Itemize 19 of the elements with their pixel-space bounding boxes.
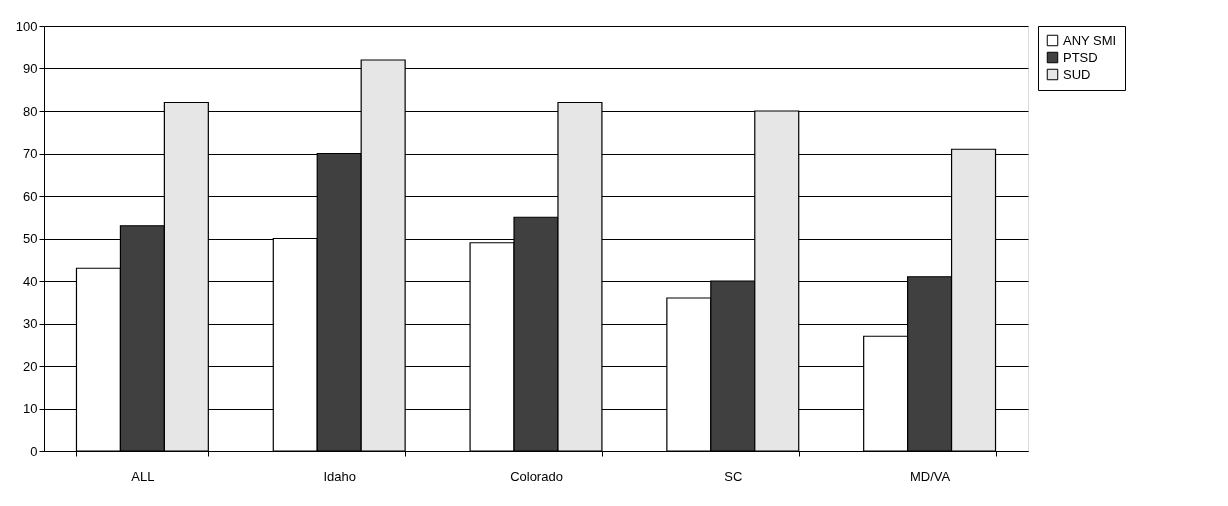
legend-label: ANY SMI: [1063, 32, 1117, 48]
x-tick-label: Idaho: [323, 468, 356, 484]
y-tick-label: 70: [23, 146, 38, 161]
y-tick-label: 20: [23, 358, 38, 374]
y-tick-label: 80: [23, 103, 38, 119]
y-tick-label: 10: [23, 401, 38, 416]
y-tick-label: 0: [30, 443, 38, 459]
y-tick-label: 90: [23, 61, 38, 76]
x-tick-label: Colorado: [510, 468, 563, 484]
x-tick-label: SC: [724, 468, 743, 484]
y-tick-label: 60: [23, 188, 38, 204]
y-tick-label: 30: [23, 316, 38, 331]
y-tick-label: 50: [23, 231, 38, 246]
x-tick-label: ALL: [131, 468, 155, 484]
legend-label: SUD: [1063, 66, 1091, 82]
legend-label: PTSD: [1063, 49, 1098, 65]
x-tick-label: MD/VA: [909, 468, 951, 484]
y-tick-label: 40: [23, 273, 38, 289]
y-tick-label: 100: [15, 18, 38, 34]
